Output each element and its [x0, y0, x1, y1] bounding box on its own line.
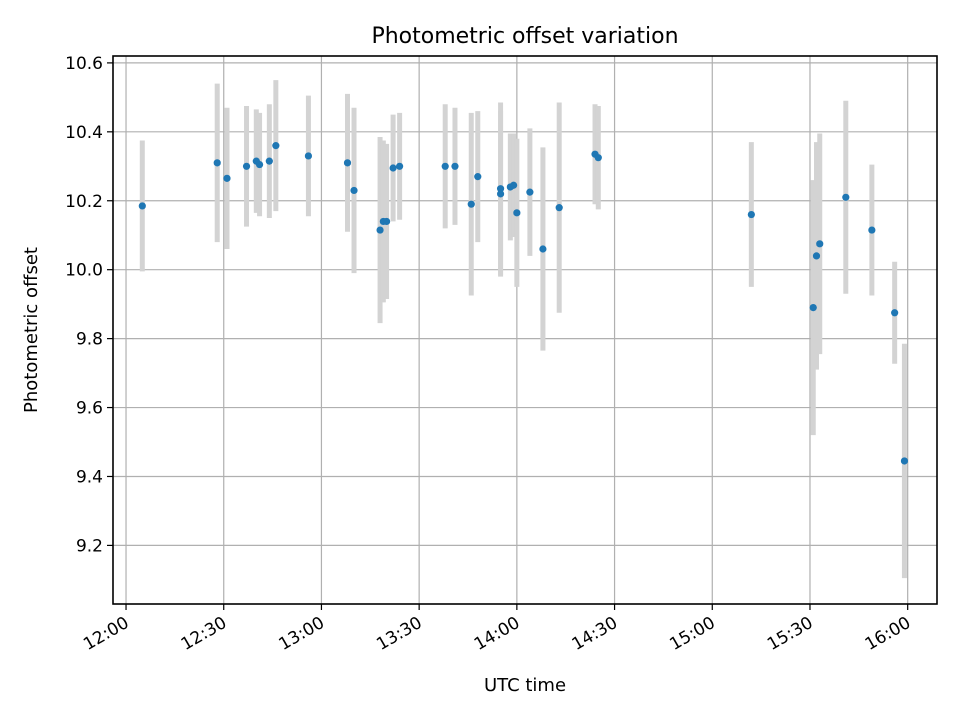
data-point: [510, 181, 518, 189]
data-point: [816, 240, 824, 248]
data-point: [396, 162, 404, 170]
y-tick-label: 10.6: [65, 54, 103, 74]
data-point: [474, 173, 482, 181]
data-point: [526, 188, 534, 196]
data-point: [900, 457, 909, 465]
data-point: [242, 162, 251, 170]
data-point: [539, 245, 547, 253]
y-tick-label: 10.4: [65, 123, 103, 143]
data-point: [223, 174, 231, 182]
x-tick-label: 15:00: [666, 613, 718, 655]
plot-frame: [112, 55, 938, 605]
y-tick-label: 10.0: [65, 261, 103, 281]
y-tick-label: 9.8: [76, 330, 103, 350]
x-axis-label: UTC time: [484, 675, 566, 696]
y-axis: 9.2 9.4 9.6 9.8 10.0 10.2 10.4 10.6: [65, 54, 113, 556]
data-point: [451, 162, 459, 170]
data-point: [594, 154, 602, 162]
data-point: [496, 185, 505, 193]
y-tick-label: 9.2: [76, 536, 103, 556]
data-point: [868, 226, 876, 234]
data-point: [382, 217, 391, 226]
point-layer: [138, 142, 909, 465]
data-point: [842, 193, 850, 201]
data-point: [272, 142, 280, 150]
data-point: [555, 204, 563, 212]
data-point: [812, 252, 821, 260]
data-point: [467, 200, 475, 208]
x-tick-label: 13:30: [373, 613, 425, 655]
x-axis: 12:00 12:30 13:00 13:30 14:00 14:30 15:00 15:30…: [80, 604, 914, 655]
data-point: [376, 226, 384, 234]
x-tick-label: 14:30: [569, 613, 621, 655]
data-point: [747, 210, 755, 219]
data-point: [389, 164, 397, 172]
data-point: [343, 159, 352, 167]
errorbar-layer: [139, 80, 907, 579]
y-tick-label: 9.6: [76, 399, 103, 419]
x-tick-label: 16:00: [862, 613, 914, 655]
data-point: [138, 202, 146, 210]
x-tick-label: 15:30: [764, 613, 816, 655]
y-tick-label: 10.2: [65, 192, 103, 212]
data-point: [809, 303, 817, 312]
data-point: [304, 152, 313, 160]
x-tick-label: 13:00: [276, 613, 328, 655]
data-point: [255, 160, 264, 169]
data-point: [213, 159, 221, 167]
grid-layer: [113, 56, 937, 604]
chart-title: Photometric offset variation: [371, 24, 678, 49]
x-tick-label: 12:00: [80, 613, 132, 655]
data-point: [265, 157, 273, 165]
y-axis-label: Photometric offset: [21, 247, 42, 413]
data-point: [496, 190, 505, 198]
x-tick-label: 14:00: [471, 613, 523, 655]
data-point: [350, 186, 358, 195]
data-point: [441, 162, 449, 170]
y-tick-label: 9.4: [76, 467, 103, 487]
data-point: [513, 209, 521, 217]
x-tick-label: 12:30: [178, 613, 230, 655]
data-point: [891, 309, 899, 317]
